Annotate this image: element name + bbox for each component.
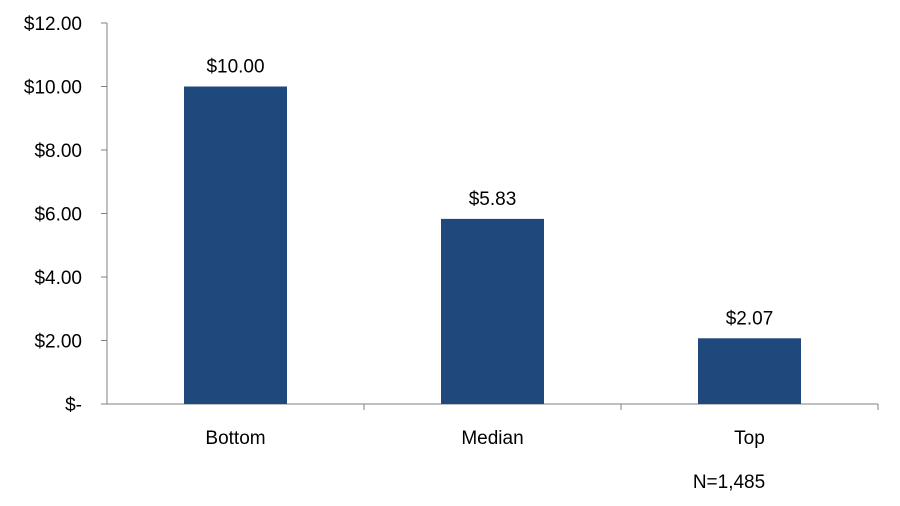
y-tick-label: $8.00 bbox=[34, 141, 82, 162]
category-label-bottom: Bottom bbox=[205, 428, 265, 449]
sample-size-note: N=1,485 bbox=[693, 472, 765, 493]
bar-bottom bbox=[184, 86, 287, 404]
x-axis: Bottom Median Top bbox=[107, 403, 879, 449]
y-axis: $- $2.00 $4.00 $6.00 $8.00 $10.00 $12.00 bbox=[24, 14, 108, 416]
category-label-median: Median bbox=[461, 428, 523, 449]
y-tick-label: $12.00 bbox=[24, 14, 82, 35]
bar-median bbox=[441, 218, 544, 404]
y-tick-label: $10.00 bbox=[24, 78, 82, 99]
y-tick-label: $4.00 bbox=[34, 268, 82, 289]
data-label-bottom: $10.00 bbox=[206, 57, 264, 78]
category-label-top: Top bbox=[734, 428, 765, 449]
y-tick-label: $2.00 bbox=[34, 332, 82, 353]
data-label-median: $5.83 bbox=[469, 189, 517, 210]
data-label-top: $2.07 bbox=[726, 308, 774, 329]
y-tick-label: $- bbox=[65, 395, 82, 416]
data-labels: $10.00 $5.83 $2.07 bbox=[206, 57, 773, 330]
bars bbox=[184, 86, 801, 404]
bar-top bbox=[698, 338, 801, 404]
y-tick-label: $6.00 bbox=[34, 205, 82, 226]
